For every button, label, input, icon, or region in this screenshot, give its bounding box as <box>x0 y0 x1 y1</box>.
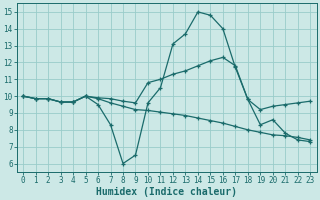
X-axis label: Humidex (Indice chaleur): Humidex (Indice chaleur) <box>96 186 237 197</box>
